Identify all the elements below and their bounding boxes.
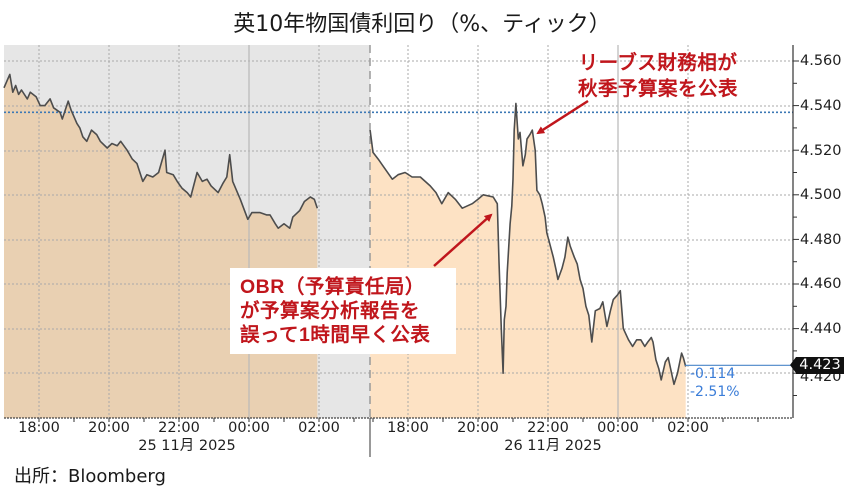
price-change-percent: -2.51% — [690, 384, 740, 400]
chart-title: 英10年物国債利回り（%、ティック） — [233, 12, 611, 37]
y-tick-label: 4.480 — [800, 232, 842, 248]
obr-annotation-line: 誤って1時間早く公表 — [240, 324, 431, 346]
x-tick-label: 22:00 — [158, 420, 200, 436]
midnight-gridlines — [248, 45, 619, 418]
price-line-session-1 — [3, 73, 319, 229]
x-tick-label: 18:00 — [18, 420, 60, 436]
x-tick-label: 18:00 — [387, 420, 429, 436]
x-tick-label: 02:00 — [667, 420, 709, 436]
y-tick-label: 4.460 — [800, 276, 842, 292]
y-tick-label: 4.500 — [800, 187, 842, 203]
price-change: -0.114 — [690, 366, 736, 382]
price-line-session-2 — [369, 102, 687, 386]
y-tick-label: 4.540 — [800, 98, 842, 114]
source-note: 出所：Bloomberg — [14, 466, 166, 487]
reeves-annotation: リーブス財務相が 秋季予算案を公表 — [560, 50, 756, 102]
last-price-badge: 4.423 — [790, 357, 844, 374]
y-tick-label: 4.520 — [800, 143, 842, 159]
date-label-session1: 25 11月 2025 — [138, 438, 236, 454]
x-tick-label: 22:00 — [527, 420, 569, 436]
y-tick-label: 4.440 — [800, 321, 842, 337]
price-line-layer — [3, 73, 687, 386]
horizontal-gridlines — [4, 60, 793, 374]
obr-annotation-line: OBR（予算責任局） — [240, 276, 425, 298]
obr-arrow-icon — [433, 213, 493, 267]
obr-annotation: OBR（予算責任局） が予算案分析報告を 誤って1時間早く公表 — [230, 268, 456, 354]
reeves-annotation-line: リーブス財務相が — [578, 52, 738, 74]
y-tick-label: 4.560 — [800, 53, 842, 69]
x-tick-label: 02:00 — [298, 420, 340, 436]
reeves-arrow-icon — [536, 99, 589, 135]
x-tick-label: 00:00 — [228, 420, 270, 436]
obr-annotation-line: が予算案分析報告を — [240, 300, 421, 322]
x-tick-label: 20:00 — [457, 420, 499, 436]
axis-ticks — [38, 60, 799, 422]
x-tick-label: 20:00 — [88, 420, 130, 436]
x-tick-label: 00:00 — [597, 420, 639, 436]
date-label-session2: 26 11月 2025 — [504, 438, 602, 454]
reeves-annotation-line: 秋季予算案を公表 — [577, 78, 738, 100]
